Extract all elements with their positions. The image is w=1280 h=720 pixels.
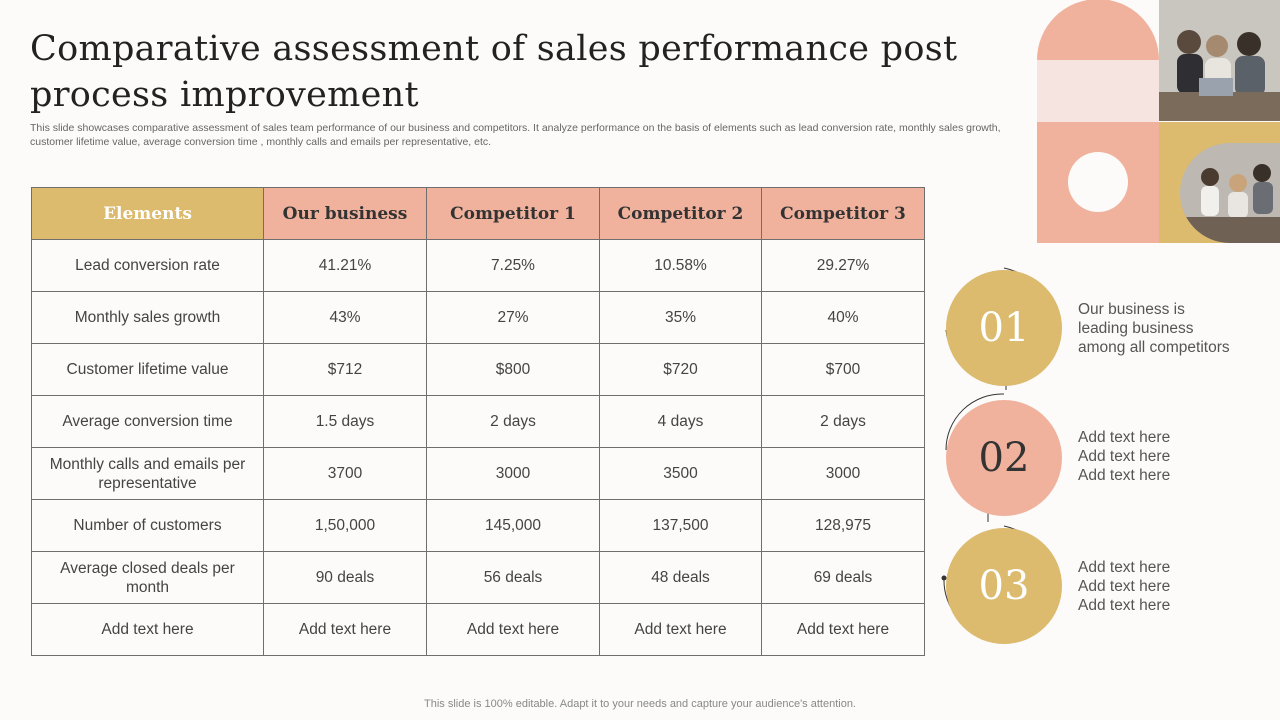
point-3-line-1: Add text here (1078, 559, 1171, 576)
table-cell: $720 (599, 343, 762, 396)
table-row: Average closed deals per month 90 deals … (31, 551, 925, 604)
footer-note: This slide is 100% editable. Adapt it to… (424, 698, 856, 710)
table-cell: 69 deals (761, 551, 925, 604)
table-row: Lead conversion rate 41.21% 7.25% 10.58%… (31, 239, 925, 292)
row-label: Average conversion time (31, 395, 264, 448)
table-cell: 40% (761, 291, 925, 344)
table-cell: 3700 (263, 447, 427, 500)
table-row: Monthly calls and emails per representat… (31, 447, 925, 500)
point-1-circle: 01 (946, 270, 1062, 386)
point-3-line-3: Add text here (1078, 597, 1171, 614)
header-our-business: Our business (263, 187, 427, 240)
table-cell: 29.27% (761, 239, 925, 292)
table-cell: 1,50,000 (263, 499, 427, 552)
table-cell: $700 (761, 343, 925, 396)
table-cell: 3000 (426, 447, 600, 500)
point-2-line-2: Add text here (1078, 448, 1171, 465)
table-cell: 1.5 days (263, 395, 427, 448)
table-row: Add text here Add text here Add text her… (31, 603, 925, 656)
table-cell: $800 (426, 343, 600, 396)
header-elements: Elements (31, 187, 264, 240)
point-1-text: Our business is leading business among a… (1078, 300, 1268, 357)
table-cell: 90 deals (263, 551, 427, 604)
table-row: Average conversion time 1.5 days 2 days … (31, 395, 925, 448)
table-cell: 2 days (426, 395, 600, 448)
point-2-circle: 02 (946, 400, 1062, 516)
page-title: Comparative assessment of sales performa… (30, 29, 958, 115)
table-cell: 43% (263, 291, 427, 344)
table-cell: Add text here (599, 603, 762, 656)
table-cell: Add text here (426, 603, 600, 656)
point-3-circle: 03 (946, 528, 1062, 644)
table-cell: Add text here (263, 603, 427, 656)
table-row: Monthly sales growth 43% 27% 35% 40% (31, 291, 925, 344)
header-competitor-1: Competitor 1 (426, 187, 600, 240)
point-2-text: Add text here Add text here Add text her… (1078, 428, 1268, 485)
table-cell: 3000 (761, 447, 925, 500)
point-3-text: Add text here Add text here Add text her… (1078, 558, 1268, 615)
row-label: Average closed deals per month (31, 551, 264, 604)
table-cell: 3500 (599, 447, 762, 500)
row-label: Monthly sales growth (31, 291, 264, 344)
header-competitor-2: Competitor 2 (599, 187, 762, 240)
point-2-line-1: Add text here (1078, 429, 1171, 446)
table-row: Customer lifetime value $712 $800 $720 $… (31, 343, 925, 396)
row-label: Monthly calls and emails per representat… (31, 447, 264, 500)
table-cell: $712 (263, 343, 427, 396)
table-cell: 41.21% (263, 239, 427, 292)
table-cell: 2 days (761, 395, 925, 448)
table-cell: 137,500 (599, 499, 762, 552)
point-1-line-2: leading business (1078, 320, 1194, 337)
table-cell: 48 deals (599, 551, 762, 604)
table-cell: 35% (599, 291, 762, 344)
row-label: Number of customers (31, 499, 264, 552)
comparison-table: Elements Our business Competitor 1 Compe… (31, 187, 925, 656)
table-cell: 145,000 (426, 499, 600, 552)
table-cell: 4 days (599, 395, 762, 448)
row-label: Lead conversion rate (31, 239, 264, 292)
table-cell: 128,975 (761, 499, 925, 552)
header-competitor-3: Competitor 3 (761, 187, 925, 240)
table-header-row: Elements Our business Competitor 1 Compe… (31, 187, 925, 240)
table-cell: 7.25% (426, 239, 600, 292)
team-photo-bottom (1180, 143, 1280, 243)
table-row: Number of customers 1,50,000 145,000 137… (31, 499, 925, 552)
table-cell: Add text here (761, 603, 925, 656)
page-subtitle: This slide showcases comparative assessm… (30, 122, 1001, 148)
row-label: Add text here (31, 603, 264, 656)
point-3-line-2: Add text here (1078, 578, 1171, 595)
point-1-line-3: among all competitors (1078, 339, 1230, 356)
row-label: Customer lifetime value (31, 343, 264, 396)
table-cell: 10.58% (599, 239, 762, 292)
point-2-line-3: Add text here (1078, 467, 1171, 484)
team-photo-top (1159, 0, 1280, 121)
point-1-line-1: Our business is (1078, 301, 1185, 318)
table-cell: 27% (426, 291, 600, 344)
table-cell: 56 deals (426, 551, 600, 604)
